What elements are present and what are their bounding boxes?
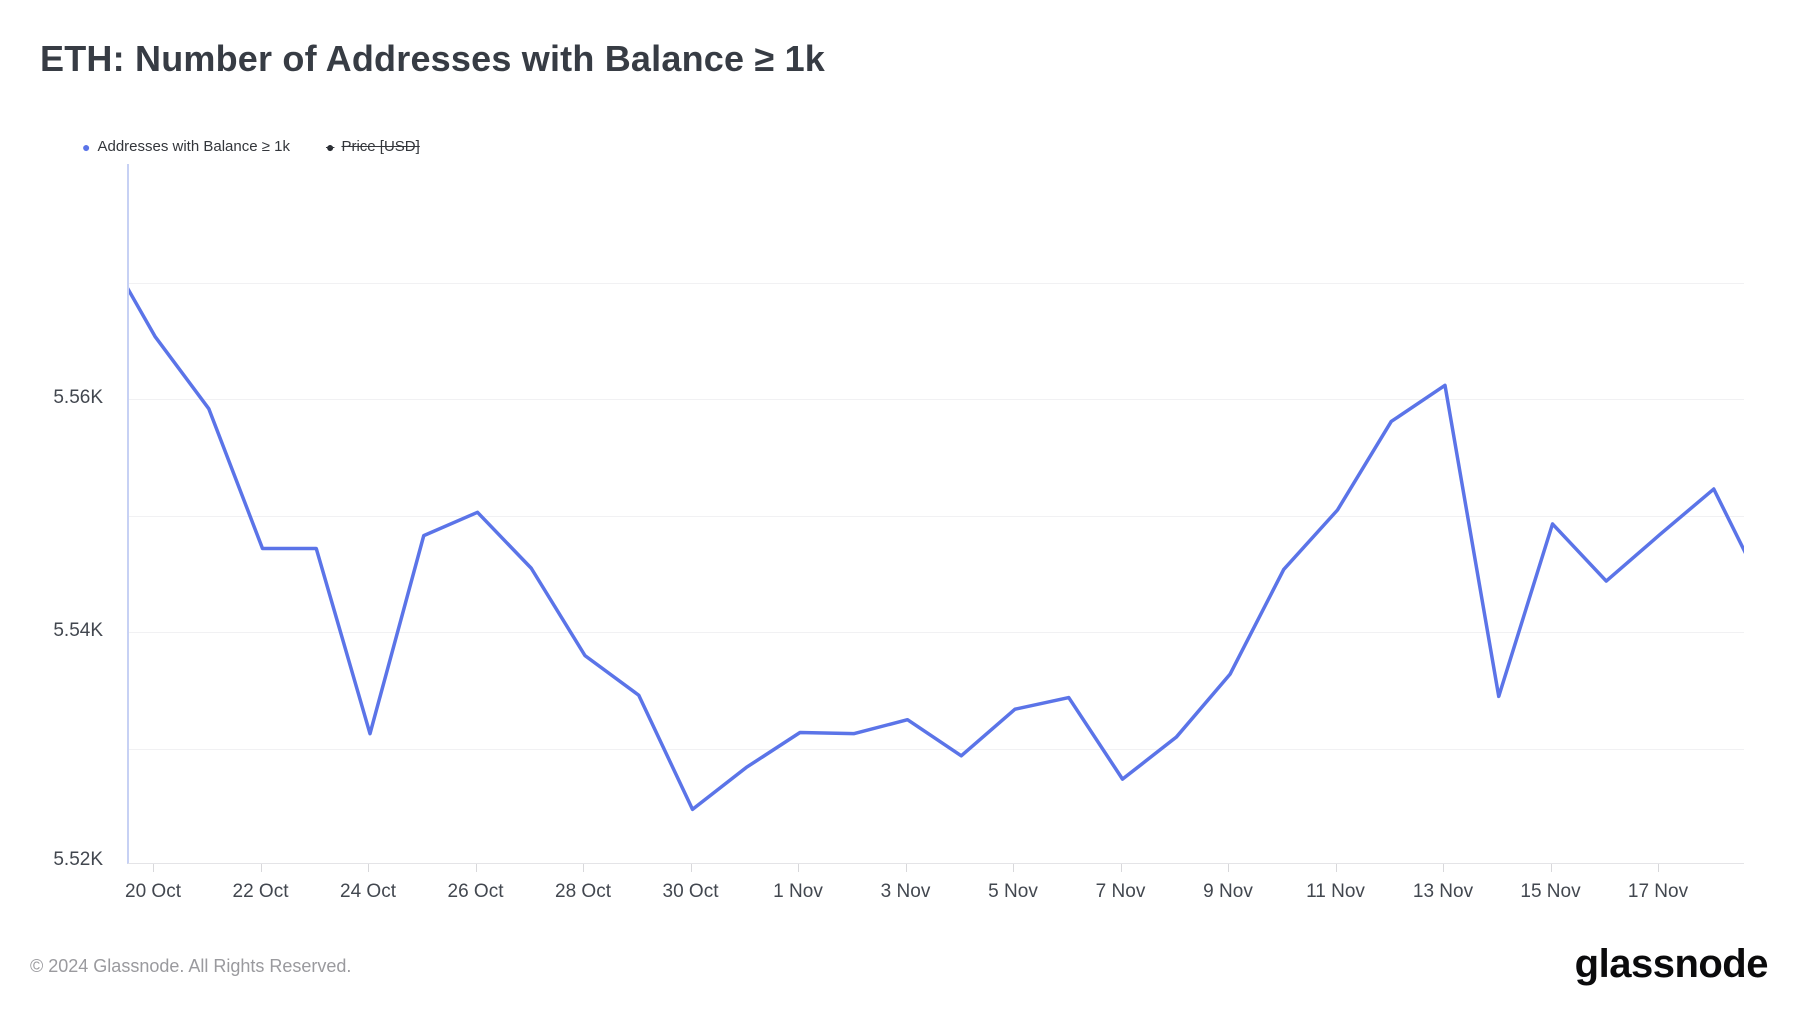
chart-legend: ● Addresses with Balance ≥ 1k ● Price [U… — [82, 138, 420, 155]
x-axis-tick — [1120, 864, 1122, 872]
x-axis-tick — [475, 864, 477, 872]
x-axis-label: 5 Nov — [988, 881, 1038, 902]
y-axis-label: 5.56K — [53, 387, 103, 409]
x-axis-label: 22 Oct — [232, 881, 289, 902]
x-axis-label: 26 Oct — [447, 881, 504, 902]
x-axis-tick — [583, 864, 584, 872]
glassnode-logo: glassnode — [1574, 942, 1769, 986]
x-axis-tick — [1658, 864, 1659, 872]
x-axis-label: 7 Nov — [1095, 881, 1146, 902]
x-axis-label: 30 Oct — [662, 881, 719, 902]
gridline — [129, 399, 1744, 401]
x-axis-label: 17 Nov — [1627, 881, 1689, 902]
legend-item-addresses[interactable]: ● Addresses with Balance ≥ 1k — [82, 138, 290, 155]
x-axis-label: 3 Nov — [880, 881, 931, 902]
legend-item-price[interactable]: ● Price [USD] — [326, 138, 420, 155]
y-axis-label: 5.52K — [53, 848, 103, 870]
x-axis-tick — [1013, 864, 1014, 872]
x-axis-label: 9 Nov — [1203, 881, 1253, 902]
chart-title: ETH: Number of Addresses with Balance ≥ … — [40, 38, 826, 79]
gridline — [129, 282, 1744, 284]
gridline — [129, 515, 1744, 517]
x-axis-tick — [1228, 864, 1229, 872]
x-axis-tick — [690, 864, 692, 872]
legend-label-addresses: Addresses with Balance ≥ 1k — [97, 138, 290, 155]
y-axis-label: 5.54K — [53, 620, 103, 642]
addresses-line-chart — [129, 287, 1744, 812]
x-axis-label: 15 Nov — [1520, 881, 1581, 902]
series-dot-icon: ● — [82, 138, 91, 155]
gridline — [129, 632, 1744, 634]
x-axis-tick — [798, 864, 799, 872]
x-axis-tick — [1335, 864, 1337, 872]
x-axis-label: 28 Oct — [555, 881, 611, 902]
x-axis-label: 1 Nov — [773, 881, 823, 902]
x-axis-tick — [1550, 864, 1552, 872]
x-axis-label: 24 Oct — [340, 881, 396, 902]
x-axis-tick — [1443, 864, 1444, 872]
x-axis-label: 20 Oct — [125, 881, 181, 902]
addresses-series-line — [129, 287, 1744, 812]
chart-plot-area[interactable] — [127, 164, 1744, 864]
gridline — [129, 748, 1744, 750]
x-axis-tick — [368, 864, 369, 872]
x-axis-label: 13 Nov — [1412, 881, 1474, 902]
y-axis: 5.56K 5.54K 5.52K — [0, 164, 103, 870]
copyright-text: © 2024 Glassnode. All Rights Reserved. — [30, 956, 352, 976]
x-axis-tick — [260, 864, 262, 872]
legend-label-price: Price [USD] — [341, 138, 420, 155]
x-axis-label: 11 Nov — [1306, 881, 1365, 902]
x-axis-tick — [153, 864, 154, 872]
x-axis-tick — [905, 864, 907, 872]
x-axis: 20 Oct 22 Oct 24 Oct 26 Oct 28 Oct 30 Oct 1 No… — [125, 863, 1742, 923]
series-dot-icon: ● — [325, 138, 335, 155]
